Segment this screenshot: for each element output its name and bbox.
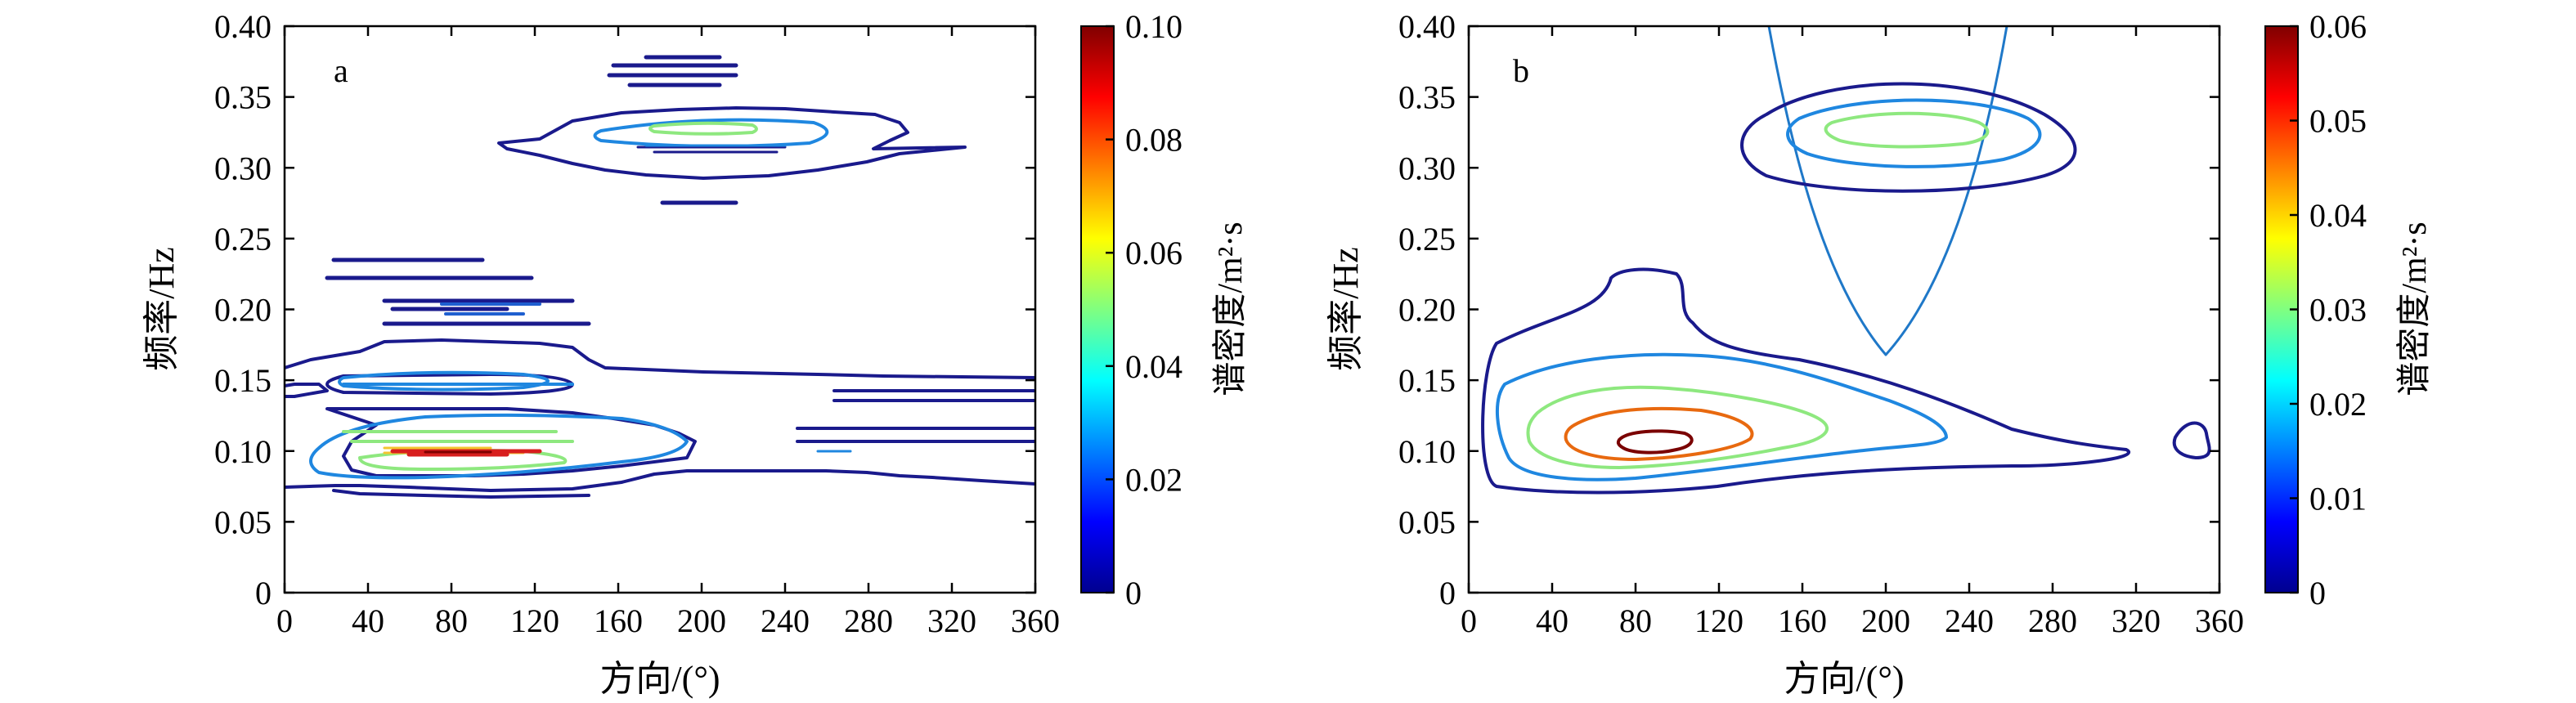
panel-b-ytick-label: 0.15 <box>1398 362 1456 399</box>
panel-b-xtick-label: 160 <box>1778 602 1827 639</box>
panel-a-cb-tick-label: 0.04 <box>1125 348 1183 385</box>
contour-a-low-outer <box>285 338 1035 492</box>
panel-a-xtick-label: 200 <box>677 602 726 639</box>
panel-a-ytick-label: 0.15 <box>214 362 272 399</box>
panel-a-xtick-label: 40 <box>352 602 384 639</box>
panel-b-xtick-label: 200 <box>1861 602 1910 639</box>
panel-b-xtick-label: 80 <box>1619 602 1652 639</box>
contour-a-low-cyan <box>309 370 689 480</box>
panel-a-colorbar-label: 谱密度/m²·s <box>1211 222 1250 396</box>
panel-a-ytick-label: 0.40 <box>214 8 272 45</box>
panel-a-xtick-label: 320 <box>927 602 976 639</box>
contour-a-high-outer <box>497 106 967 180</box>
panel-a-ylabel: 频率/Hz <box>141 247 182 371</box>
panel-b-xtick-label: 240 <box>1945 602 1994 639</box>
contour-b-low-cyan <box>1495 352 1948 481</box>
contour-b-small-blob <box>2172 421 2211 459</box>
contour-b-low-darkred <box>1616 429 1694 454</box>
panel-b-ytick-label: 0.35 <box>1398 79 1456 116</box>
contour-a-high-band <box>636 146 787 154</box>
panel-a-cb-tick-label: 0.06 <box>1125 235 1183 271</box>
panel-b-xtick-label: 320 <box>2112 602 2161 639</box>
panel-b-xtick-label: 280 <box>2028 602 2077 639</box>
contour-b-high-cyan <box>1786 98 2042 168</box>
panel-a-xtick-label: 280 <box>844 602 893 639</box>
panel-a-cb-tick-label: 0.08 <box>1125 122 1183 159</box>
panel-b-xtick-label: 0 <box>1461 602 1477 639</box>
contour-b-low-orange <box>1564 406 1754 461</box>
panel-b-xtick-label: 40 <box>1536 602 1568 639</box>
panel-a-ytick-label: 0.20 <box>214 292 272 329</box>
panel-b-contours <box>1481 26 2211 495</box>
contour-b-high-outer <box>1740 82 2077 193</box>
contour-a-top-lines <box>607 55 738 205</box>
panel-a-ytick-label: 0.25 <box>214 221 272 257</box>
panel-b-xtick-label: 360 <box>2195 602 2244 639</box>
panel-a-ticks: 0 40 80 120 160 200 240 280 320 360 0 0.05 0.10 0.15 0… <box>214 8 1060 639</box>
panel-b-ylabel: 频率/Hz <box>1326 247 1366 371</box>
panel-a-ytick-label: 0.05 <box>214 504 272 540</box>
panel-a-cb-tick-label: 0.10 <box>1125 8 1183 45</box>
panel-a-xtick-label: 0 <box>276 602 293 639</box>
contour-a-high-cyan <box>593 118 829 148</box>
contour-a-high-green <box>648 121 758 136</box>
panel-b-label: b <box>1513 52 1529 89</box>
panel-b-cb-tick-label: 0 <box>2309 575 2326 611</box>
panel-a-colorbar-ticks: 0 0.02 0.04 0.06 0.08 0.10 <box>1106 8 1183 611</box>
panel-b-colorbar-label: 谱密度/m²·s <box>2395 222 2434 396</box>
panel-a-xlabel: 方向/(°) <box>599 659 720 699</box>
panel-b-ytick-label: 0.40 <box>1398 8 1456 45</box>
panel-b-ytick-label: 0.25 <box>1398 221 1456 257</box>
panel-a-ytick-label: 0 <box>255 575 272 611</box>
panel-a: 0 40 80 120 160 200 240 280 320 360 0 0.05 0.10 0.15 0… <box>141 8 1250 699</box>
contour-b-high-green <box>1824 111 1990 149</box>
contour-b-low-green <box>1526 385 1829 469</box>
panel-b-colorbar-ticks: 0 0.01 0.02 0.03 0.04 0.05 0.06 <box>2290 8 2367 611</box>
contour-b-separation-curve <box>1767 26 2008 356</box>
panel-a-xtick-label: 80 <box>435 602 468 639</box>
panel-a-label: a <box>334 52 348 89</box>
panel-b-xtick-label: 120 <box>1694 602 1744 639</box>
panel-b-cb-tick-label: 0.02 <box>2309 386 2367 423</box>
panel-b-ytick-label: 0.10 <box>1398 433 1456 470</box>
panel-b: 0 40 80 120 160 200 240 280 320 360 0 0.05 0.10 0.15 0… <box>1326 8 2434 699</box>
panel-a-ytick-label: 0.35 <box>214 79 272 116</box>
panel-a-colorbar <box>1080 25 1115 593</box>
panel-b-ytick-label: 0 <box>1439 575 1456 611</box>
panel-b-cb-tick-label: 0.01 <box>2309 481 2367 517</box>
panel-a-contours <box>285 55 1035 499</box>
panel-b-ytick-label: 0.05 <box>1398 504 1456 540</box>
panel-b-cb-tick-label: 0.03 <box>2309 292 2367 329</box>
contour-b-low-outer <box>1481 267 2130 495</box>
contour-a-mid-lines <box>325 257 591 326</box>
contour-a-mid-blue <box>440 302 541 316</box>
panel-b-cb-tick-label: 0.04 <box>2309 197 2367 234</box>
panel-a-xtick-label: 160 <box>594 602 643 639</box>
panel-a-xtick-label: 360 <box>1011 602 1060 639</box>
panel-b-ytick-label: 0.20 <box>1398 292 1456 329</box>
panel-b-cb-tick-label: 0.06 <box>2309 8 2367 45</box>
panel-a-xtick-label: 120 <box>510 602 559 639</box>
panel-b-xlabel: 方向/(°) <box>1784 659 1904 699</box>
panel-b-ticks: 0 40 80 120 160 200 240 280 320 360 0 0.05 0.10 0.15 0… <box>1398 8 2244 639</box>
panel-b-cb-tick-label: 0.05 <box>2309 103 2367 140</box>
panel-a-cb-tick-label: 0.02 <box>1125 461 1183 498</box>
panel-a-ytick-label: 0.30 <box>214 150 272 186</box>
panel-a-xtick-label: 240 <box>761 602 810 639</box>
panel-b-ytick-label: 0.30 <box>1398 150 1456 186</box>
panel-a-ytick-label: 0.10 <box>214 433 272 470</box>
panel-a-cb-tick-label: 0 <box>1125 575 1142 611</box>
